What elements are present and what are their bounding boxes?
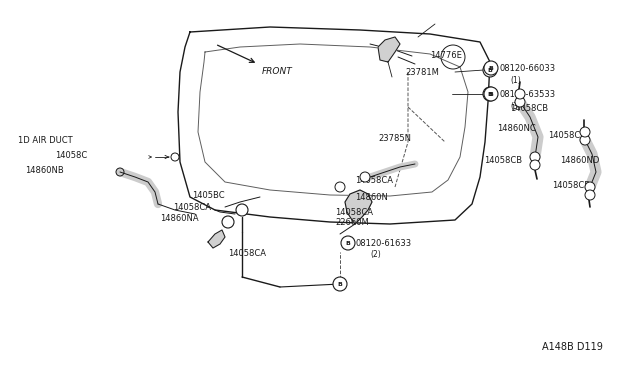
Text: B: B xyxy=(337,282,342,286)
Circle shape xyxy=(585,190,595,200)
Text: 14058CA: 14058CA xyxy=(355,176,393,185)
Text: 1D AIR DUCT: 1D AIR DUCT xyxy=(18,135,72,144)
Circle shape xyxy=(483,87,497,101)
Polygon shape xyxy=(378,37,400,62)
Text: 14860NC: 14860NC xyxy=(497,124,536,132)
Text: 14860NA: 14860NA xyxy=(160,214,198,222)
Text: B: B xyxy=(488,65,493,71)
Text: 08120-66033: 08120-66033 xyxy=(500,64,556,73)
Text: 14058C: 14058C xyxy=(55,151,87,160)
Text: B: B xyxy=(488,92,493,96)
Text: 23781M: 23781M xyxy=(405,67,439,77)
Circle shape xyxy=(341,236,355,250)
Circle shape xyxy=(515,89,525,99)
Circle shape xyxy=(335,182,345,192)
Text: (3): (3) xyxy=(510,102,521,110)
Circle shape xyxy=(483,63,497,77)
Circle shape xyxy=(360,172,370,182)
Text: 14058CB: 14058CB xyxy=(548,131,586,140)
Text: 14058CB: 14058CB xyxy=(552,180,590,189)
Circle shape xyxy=(530,152,540,162)
Text: B: B xyxy=(488,67,492,73)
Circle shape xyxy=(484,87,498,101)
Text: 14058CA: 14058CA xyxy=(173,202,211,212)
Text: (1): (1) xyxy=(510,76,521,84)
Text: 22660M: 22660M xyxy=(335,218,369,227)
Polygon shape xyxy=(178,27,490,224)
Circle shape xyxy=(236,204,248,216)
Text: 14058CA: 14058CA xyxy=(335,208,373,217)
Text: A148B D119: A148B D119 xyxy=(542,342,603,352)
Text: 08120-63533: 08120-63533 xyxy=(500,90,556,99)
Text: 14860ND: 14860ND xyxy=(560,155,600,164)
Text: 14776E: 14776E xyxy=(430,51,462,60)
Text: B: B xyxy=(488,92,492,96)
Text: (2): (2) xyxy=(370,250,381,260)
Text: 23785N: 23785N xyxy=(378,134,411,142)
Text: 14058CB: 14058CB xyxy=(484,155,522,164)
Circle shape xyxy=(585,182,595,192)
Text: 08120-61633: 08120-61633 xyxy=(355,238,411,247)
Text: 14058CA: 14058CA xyxy=(228,248,266,257)
Text: 14058CB: 14058CB xyxy=(510,103,548,112)
Circle shape xyxy=(333,277,347,291)
Polygon shape xyxy=(345,190,372,224)
Circle shape xyxy=(222,216,234,228)
Text: 1405BC: 1405BC xyxy=(192,190,225,199)
Polygon shape xyxy=(208,230,225,248)
Text: B: B xyxy=(346,241,351,246)
Circle shape xyxy=(580,127,590,137)
Circle shape xyxy=(515,97,525,107)
Circle shape xyxy=(530,160,540,170)
Text: 14860N: 14860N xyxy=(355,192,388,202)
Text: FRONT: FRONT xyxy=(262,67,292,76)
Circle shape xyxy=(484,61,498,75)
Circle shape xyxy=(580,135,590,145)
Text: 14860NB: 14860NB xyxy=(25,166,64,174)
